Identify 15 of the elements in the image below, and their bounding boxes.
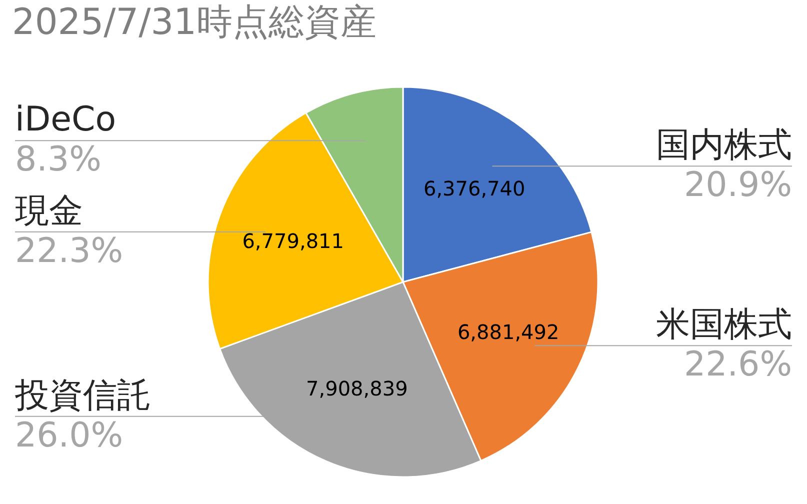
data-label: 22.3% (15, 230, 124, 271)
text: 6,779,811 (242, 228, 344, 253)
chart-title: 2025/7/31時点総資産 (12, 2, 377, 43)
data-label: 26.0% (15, 415, 124, 456)
text: 6,881,492 (457, 320, 560, 344)
slice-label: 国内株式 (656, 125, 792, 166)
slice-label: 現金 (15, 190, 83, 231)
text: 7,908,839 (306, 376, 408, 401)
slice-label: 投資信託 (14, 375, 151, 416)
data-label: 8.3% (15, 140, 102, 180)
text: 6,376,740 (423, 176, 526, 200)
data-label: 22.6% (684, 344, 792, 385)
slice-label: iDeCo (15, 100, 116, 140)
slice-label: 米国株式 (656, 304, 792, 345)
data-label: 20.9% (684, 165, 792, 206)
